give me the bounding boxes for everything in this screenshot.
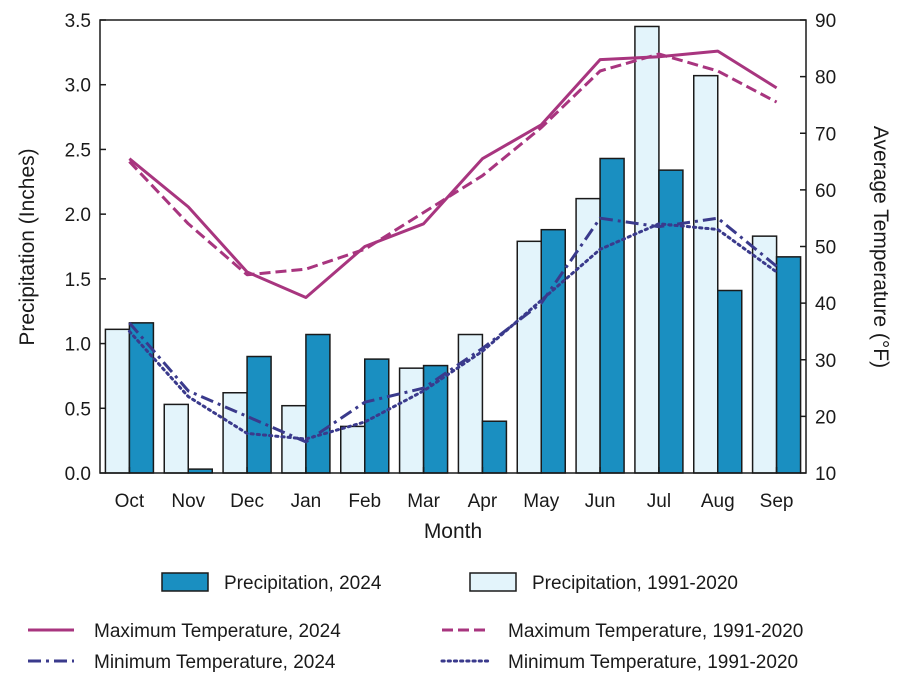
- x-tick-label: Sep: [760, 491, 794, 512]
- y-right-tick-label: 40: [815, 294, 836, 315]
- line-max-normal: [128, 52, 778, 277]
- line-max-2024: [128, 49, 778, 299]
- legend-label-4: Minimum Temperature, 2024: [94, 652, 336, 673]
- x-tick-label: Apr: [468, 491, 498, 512]
- bar-normal-mar: [398, 367, 425, 474]
- bar-normal-may: [516, 240, 542, 474]
- y-right-tick-label: 80: [815, 68, 836, 89]
- legend-swatch-0: [161, 572, 209, 592]
- legend-swatch-1: [469, 572, 517, 592]
- legend-label-5: Minimum Temperature, 1991-2020: [508, 652, 798, 673]
- y-left-tick-label: 0.0: [65, 464, 91, 485]
- x-tick-label: Jan: [291, 491, 322, 512]
- x-tick-label: Nov: [171, 491, 205, 512]
- bar-normal-sep: [751, 235, 778, 474]
- x-tick-label: Oct: [115, 491, 145, 512]
- y-left-tick-label: 0.5: [65, 399, 91, 420]
- x-tick-label: Mar: [407, 491, 440, 512]
- bar-2024-apr: [481, 420, 508, 474]
- ticks-layer: Oct Nov Dec Jan Feb Mar Apr May Jun Jul Aug Sep 0.0 0…: [65, 11, 837, 512]
- legend-label-1: Precipitation, 1991-2020: [532, 573, 738, 594]
- bar-normal-jun: [575, 197, 601, 474]
- bar-2024-aug: [717, 289, 743, 474]
- line-min-normal: [127, 222, 779, 441]
- x-tick-label: Dec: [230, 491, 264, 512]
- bar-normal-oct: [104, 328, 131, 474]
- y-right-tick-label: 10: [815, 464, 836, 485]
- x-axis-title: Month: [424, 520, 482, 543]
- legend-label-2: Maximum Temperature, 2024: [94, 621, 341, 642]
- legend-label-0: Precipitation, 2024: [224, 573, 382, 594]
- bar-normal-jul: [634, 25, 660, 474]
- y-right-tick-label: 90: [815, 11, 836, 32]
- x-tick-label: Aug: [701, 491, 735, 512]
- y-left-tick-label: 3.0: [65, 76, 91, 97]
- lines-layer: [127, 49, 779, 444]
- bar-normal-dec: [222, 392, 248, 474]
- y-left-tick-label: 2.5: [65, 140, 91, 161]
- y-left-tick-label: 3.5: [65, 11, 91, 32]
- y-right-tick-label: 70: [815, 124, 836, 145]
- x-tick-label: Jul: [647, 491, 671, 512]
- legend: Precipitation, 2024 Precipitation, 1991-2…: [28, 572, 803, 673]
- bar-2024-jul: [658, 169, 684, 474]
- y-right-tick-label: 30: [815, 351, 836, 372]
- bar-normal-aug: [693, 74, 719, 474]
- y-left-tick-label: 1.5: [65, 270, 91, 291]
- y-axis-right-title: Average Temperature (°F): [869, 126, 892, 368]
- bar-normal-feb: [340, 425, 366, 474]
- legend-label-3: Maximum Temperature, 1991-2020: [508, 621, 803, 642]
- x-tick-label: Jun: [585, 491, 616, 512]
- bar-2024-sep: [775, 256, 802, 474]
- bar-2024-dec: [246, 355, 272, 474]
- bar-2024-jan: [305, 333, 331, 474]
- y-left-tick-label: 2.0: [65, 205, 91, 226]
- bars-layer: [104, 25, 802, 474]
- bar-normal-nov: [163, 403, 189, 474]
- y-axis-left-title: Precipitation (Inches): [16, 148, 39, 345]
- x-tick-label: Feb: [348, 491, 381, 512]
- y-left-tick-label: 1.0: [65, 335, 91, 356]
- x-tick-label: May: [523, 491, 559, 512]
- bar-2024-jun: [599, 157, 625, 474]
- y-right-tick-label: 60: [815, 181, 836, 202]
- y-right-tick-label: 20: [815, 407, 836, 428]
- bar-2024-may: [540, 228, 566, 474]
- y-right-tick-label: 50: [815, 238, 836, 259]
